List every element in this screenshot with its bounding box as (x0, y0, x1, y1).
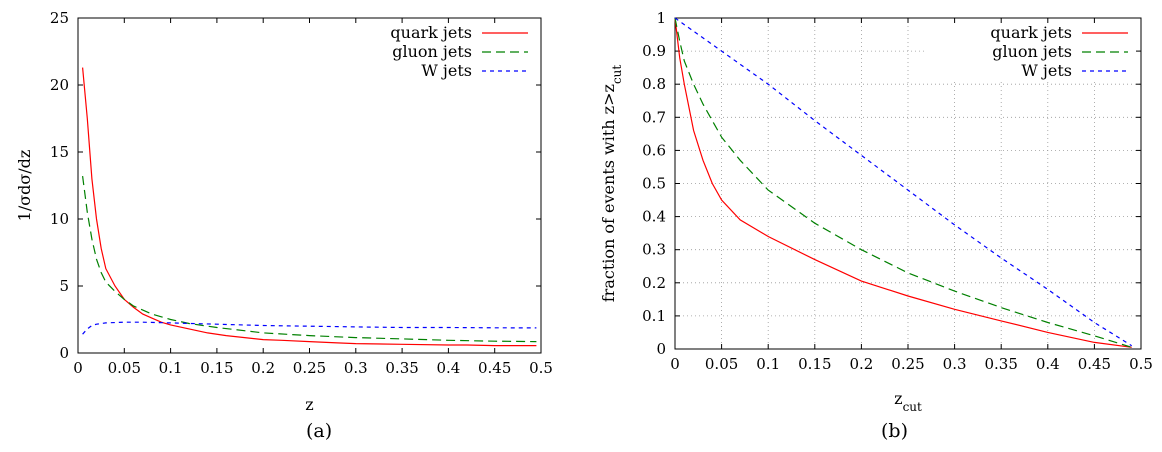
y-tick-label: 0.6 (642, 141, 666, 159)
x-tick-label: 0.15 (200, 359, 233, 377)
x-tick-label: 0.1 (159, 359, 183, 377)
series-line-quark-jets (82, 67, 537, 347)
x-tick-label: 0.3 (344, 359, 368, 377)
x-tick-label: 0.4 (436, 359, 460, 377)
x-tick-label: 0.05 (108, 359, 141, 377)
x-tick-label: 0.35 (385, 359, 418, 377)
x-tick-label: 0 (73, 359, 83, 377)
legend-label: gluon jets (992, 42, 1072, 61)
y-tick-label: 1 (656, 9, 666, 27)
x-axis-label: z (305, 395, 313, 414)
x-tick-label: 0 (670, 355, 680, 373)
legend-label: W jets (421, 61, 472, 80)
series-line-w-jets (82, 321, 537, 335)
y-tick-label: 0.7 (642, 108, 666, 126)
x-tick-label: 0.1 (756, 355, 780, 373)
y-tick-label: 0.8 (642, 75, 666, 93)
y-tick-label: 0 (656, 340, 666, 358)
legend-label: quark jets (990, 23, 1072, 42)
caption-b: (b) (881, 420, 908, 442)
y-tick-label: 0.3 (642, 241, 666, 259)
x-tick-label: 0.5 (529, 359, 553, 377)
y-tick-label: 0.4 (642, 208, 666, 226)
y-tick-label: 5 (59, 277, 69, 295)
y-tick-label: 15 (50, 143, 69, 161)
y-tick-label: 0 (59, 344, 69, 362)
y-tick-label: 0.1 (642, 307, 666, 325)
x-tick-label: 0.2 (849, 355, 873, 373)
y-axis-label: fraction of events with z>zcut (599, 65, 624, 303)
x-tick-label: 0.45 (1078, 355, 1111, 373)
x-axis-label: zcut (894, 389, 922, 414)
legend-label: W jets (1021, 61, 1072, 80)
series-line-quark-jets (674, 17, 1132, 348)
legend-label: quark jets (390, 23, 472, 42)
y-tick-label: 20 (50, 76, 69, 94)
x-tick-label: 0.05 (705, 355, 738, 373)
y-tick-label: 10 (50, 210, 69, 228)
x-tick-label: 0.45 (478, 359, 511, 377)
x-tick-label: 0.3 (943, 355, 967, 373)
x-tick-label: 0.25 (293, 359, 326, 377)
legend-label: gluon jets (392, 42, 472, 61)
x-tick-label: 0.15 (798, 355, 831, 373)
y-tick-label: 25 (50, 9, 69, 27)
series-line-gluon-jets (674, 17, 1132, 348)
series-line-w-jets (674, 17, 1133, 347)
y-tick-label: 0.5 (642, 175, 666, 193)
x-tick-label: 0.4 (1036, 355, 1060, 373)
chart-1: 0 0.05 0.1 0.15 0.2 0.25 0.3 0.35 0.4 0.45 0.5 0 0.1… (599, 9, 1153, 414)
caption-a: (a) (306, 420, 333, 442)
x-tick-label: 0.25 (891, 355, 924, 373)
x-tick-label: 0.2 (251, 359, 275, 377)
chart-0: 0 0.05 0.1 0.15 0.2 0.25 0.3 0.35 0.4 0.45 0.5 0 5 10… (15, 9, 553, 414)
x-tick-label: 0.35 (984, 355, 1017, 373)
series-line-gluon-jets (82, 176, 537, 343)
y-tick-label: 0.9 (642, 42, 666, 60)
y-axis-label: 1/σdσ/dz (15, 150, 34, 222)
x-tick-label: 0.5 (1129, 355, 1153, 373)
y-tick-label: 0.2 (642, 274, 666, 292)
